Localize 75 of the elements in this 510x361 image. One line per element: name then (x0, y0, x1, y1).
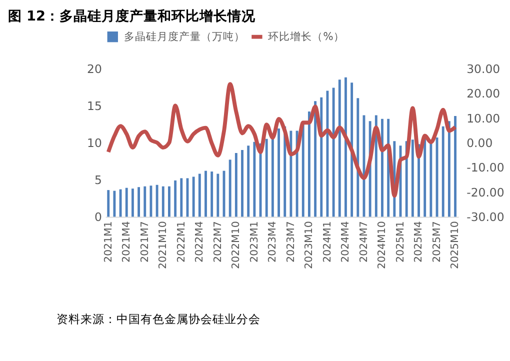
x-tick-label: 2025M1 (395, 221, 406, 262)
bar (356, 98, 360, 217)
y2-tick-label: 0.00 (466, 136, 493, 150)
x-tick-label: 2025M4 (414, 221, 425, 262)
bar (253, 142, 256, 217)
x-tick-label: 2025M10 (450, 221, 462, 269)
bar (162, 186, 164, 217)
x-tick-label: 2022M10 (231, 221, 242, 269)
y-tick-label: 5 (94, 173, 102, 188)
bar (131, 188, 134, 217)
bar (344, 77, 347, 217)
y2-tick-label: 10.00 (466, 111, 500, 126)
bar (216, 174, 220, 217)
bar (326, 90, 329, 217)
bar (144, 186, 146, 217)
bar (314, 101, 317, 217)
x-tick-label: 2023M1 (249, 221, 260, 262)
x-tick-label: 2025M7 (432, 221, 443, 262)
bar (174, 180, 177, 217)
x-tick-label: 2024M10 (377, 221, 388, 269)
bar (138, 187, 140, 217)
bar (350, 82, 354, 217)
bar (204, 170, 207, 217)
x-tick-label: 2021M10 (158, 221, 170, 269)
y2-tick-label: -30.00 (466, 210, 504, 224)
y-tick-label: 0 (94, 210, 102, 224)
bar (234, 153, 238, 217)
bar (278, 128, 280, 217)
bar (247, 146, 250, 217)
legend-label: 多晶硅月度产量（万吨） (124, 30, 245, 43)
x-tick-label: 2021M1 (103, 221, 114, 262)
bar (320, 97, 323, 217)
bar (210, 172, 214, 217)
x-tick-label: 2023M7 (286, 221, 297, 262)
bar (265, 138, 268, 217)
y2-tick-label: 30.00 (466, 62, 500, 76)
bar (150, 186, 152, 217)
x-tick-label: 2024M7 (358, 221, 370, 262)
x-tick-label: 2024M1 (322, 221, 334, 262)
chart-title: 图 12：多晶硅月度产量和环比增长情况 (8, 8, 257, 25)
bar (454, 116, 456, 217)
bar (332, 88, 335, 217)
legend-label: 环比增长（%） (268, 30, 344, 43)
x-tick-label: 2024M4 (340, 221, 352, 262)
x-tick-label: 2021M4 (122, 221, 133, 262)
bar (228, 160, 232, 217)
text: 资料来源：中国有色金属协会硅业分会 (56, 312, 261, 326)
line-series (106, 82, 458, 198)
bar (192, 176, 195, 217)
x-tick-label: 2022M7 (212, 221, 224, 262)
bar (107, 190, 110, 217)
x-tick-label: 2022M4 (194, 221, 206, 262)
bar (113, 190, 116, 217)
bar (448, 121, 450, 217)
x-tick-label: 2022M1 (176, 221, 188, 262)
bar (442, 126, 444, 217)
bar (168, 186, 170, 217)
bar (180, 178, 183, 217)
y2-tick-label: -10.00 (466, 160, 504, 175)
y-tick-label: 20 (87, 62, 102, 76)
y-tick-label: 10 (87, 136, 102, 150)
x-tick-label: 2023M10 (304, 221, 316, 269)
y2-tick-label: 20.00 (466, 86, 500, 101)
bar (241, 150, 244, 217)
x-tick-label: 2023M4 (268, 221, 279, 262)
x-tick-label: 2021M7 (140, 221, 151, 262)
bar (411, 140, 414, 217)
bar (198, 174, 201, 217)
y2-tick-label: -20.00 (466, 185, 504, 200)
bar (125, 188, 128, 217)
bar (156, 184, 158, 217)
bar (308, 112, 310, 217)
y-tick-label: 15 (87, 98, 102, 113)
bar (338, 80, 341, 217)
bar (430, 142, 432, 217)
